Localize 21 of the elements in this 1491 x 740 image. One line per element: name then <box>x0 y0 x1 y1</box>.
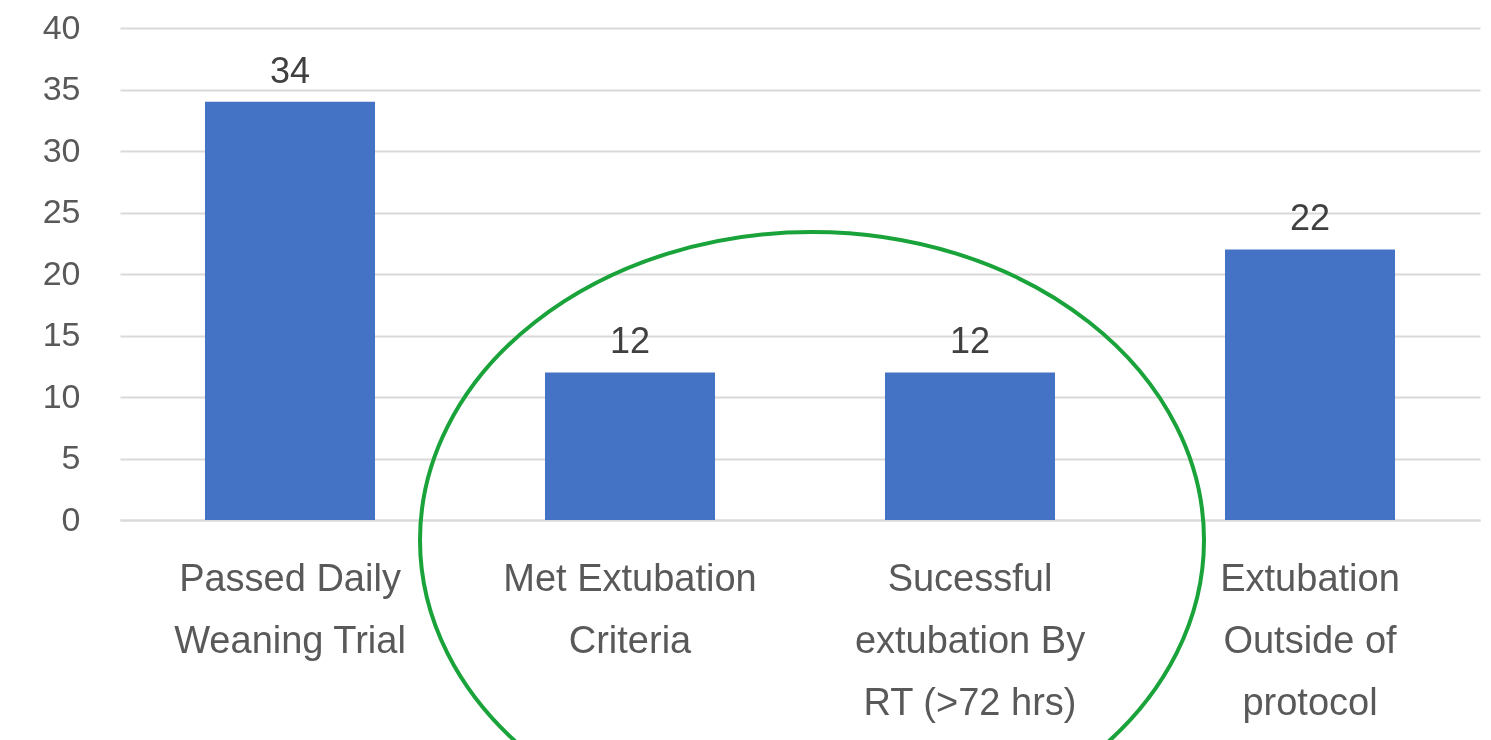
bar <box>545 372 715 520</box>
x-tick-label: Passed Daily Weaning Trial <box>174 556 406 661</box>
bar <box>1225 249 1395 520</box>
data-label: 34 <box>269 49 311 91</box>
data-label: 12 <box>949 320 991 362</box>
y-tick-label: 5 <box>61 438 81 476</box>
y-tick-label: 15 <box>42 315 81 353</box>
y-tick-label: 0 <box>61 499 81 538</box>
y-tick-label: 30 <box>42 130 81 169</box>
x-tick-label: Sucessful extubation By RT (>72 hrs) <box>854 556 1086 723</box>
bar <box>885 372 1055 520</box>
y-tick-label: 40 <box>42 7 81 46</box>
data-label: 12 <box>609 320 651 362</box>
bar <box>205 101 375 520</box>
y-tick-label: 20 <box>42 253 81 292</box>
y-tick-label: 10 <box>42 376 81 415</box>
y-tick-label: 25 <box>42 192 81 230</box>
x-tick-label: Met Extubation Criteria <box>503 556 757 661</box>
y-tick-label: 35 <box>42 69 81 107</box>
data-label: 22 <box>1289 197 1331 239</box>
x-tick-label: Extubation Outside of protocol <box>1220 556 1400 723</box>
